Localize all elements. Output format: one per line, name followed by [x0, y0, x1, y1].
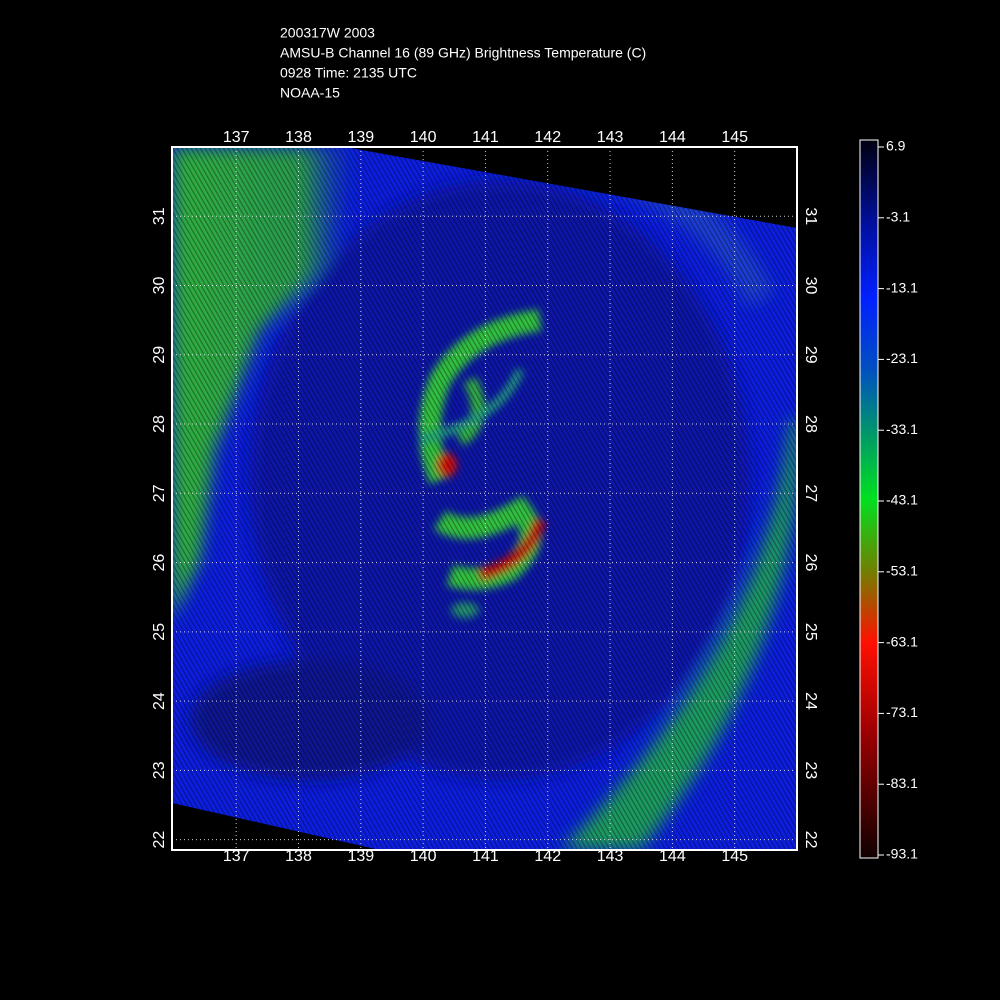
colorbar-label: -53.1: [886, 563, 918, 579]
y-tick-label: 26: [151, 554, 168, 572]
x-tick-label: 138: [285, 129, 312, 146]
x-tick-label: 139: [347, 129, 374, 146]
y-tick-label: 26: [802, 554, 819, 572]
y-tick-label: 28: [151, 415, 168, 433]
header: 200317W 2003 AMSU-B Channel 16 (89 GHz) …: [280, 25, 646, 101]
y-tick-label: 31: [802, 207, 819, 225]
colorbar-label: -3.1: [886, 209, 910, 225]
x-tick-label: 139: [347, 848, 374, 865]
x-tick-label: 145: [721, 848, 748, 865]
x-tick-label: 140: [410, 848, 437, 865]
x-tick-label: 140: [410, 129, 437, 146]
y-tick-label: 31: [151, 207, 168, 225]
y-tick-label: 25: [802, 623, 819, 641]
header-line: 0928 Time: 2135 UTC: [280, 65, 417, 81]
x-tick-label: 137: [223, 129, 250, 146]
y-tick-label: 24: [802, 692, 819, 710]
y-tick-label: 23: [151, 761, 168, 779]
satellite-image: [172, 147, 797, 850]
y-tick-label: 27: [802, 484, 819, 502]
x-tick-label: 144: [659, 848, 686, 865]
header-line: AMSU-B Channel 16 (89 GHz) Brightness Te…: [280, 45, 646, 61]
x-tick-label: 138: [285, 848, 312, 865]
x-tick-label: 143: [597, 848, 624, 865]
colorbar-label: -43.1: [886, 492, 918, 508]
colorbar-label: -23.1: [886, 350, 918, 366]
x-tick-label: 144: [659, 129, 686, 146]
map-frame: [171, 146, 798, 851]
x-tick-label: 141: [472, 848, 499, 865]
x-tick-label: 142: [534, 848, 561, 865]
x-tick-label: 142: [534, 129, 561, 146]
y-tick-label: 29: [151, 346, 168, 364]
colorbar: [859, 139, 879, 859]
y-tick-label: 25: [151, 623, 168, 641]
colorbar-label: -13.1: [886, 279, 918, 295]
y-tick-label: 30: [151, 277, 168, 295]
x-tick-label: 141: [472, 129, 499, 146]
y-tick-label: 28: [802, 415, 819, 433]
header-line: NOAA-15: [280, 85, 340, 101]
y-tick-label: 30: [802, 277, 819, 295]
y-tick-label: 22: [802, 831, 819, 849]
header-line: 200317W 2003: [280, 25, 375, 41]
colorbar-label: -93.1: [886, 846, 918, 862]
colorbar-label: -33.1: [886, 421, 918, 437]
y-tick-label: 22: [151, 831, 168, 849]
y-tick-label: 29: [802, 346, 819, 364]
y-tick-label: 24: [151, 692, 168, 710]
colorbar-label: -83.1: [886, 775, 918, 791]
colorbar-label: -63.1: [886, 633, 918, 649]
y-tick-label: 23: [802, 761, 819, 779]
x-tick-label: 137: [223, 848, 250, 865]
x-tick-label: 145: [721, 129, 748, 146]
colorbar-label: 6.9: [886, 138, 906, 154]
colorbar-label: -73.1: [886, 704, 918, 720]
y-tick-label: 27: [151, 484, 168, 502]
x-tick-label: 143: [597, 129, 624, 146]
